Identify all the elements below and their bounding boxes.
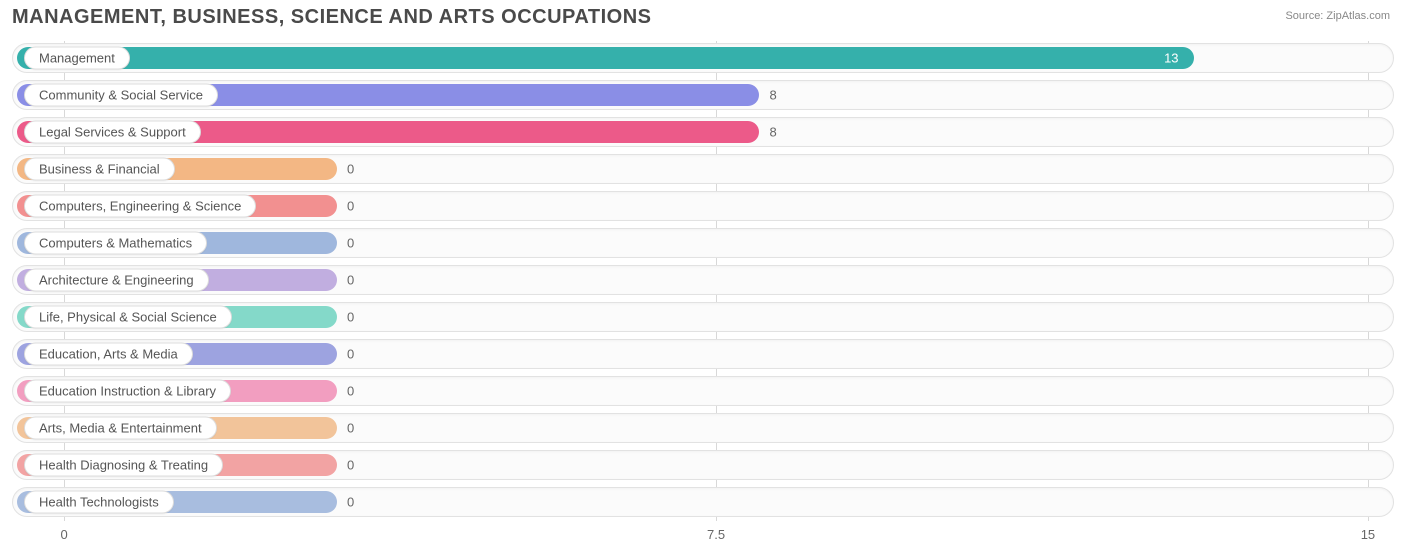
bar-row: Life, Physical & Social Science 0: [12, 300, 1394, 334]
bar-row: Legal Services & Support 8: [12, 115, 1394, 149]
category-label: Management: [24, 47, 130, 70]
category-label: Legal Services & Support: [24, 121, 201, 144]
value-label: 0: [347, 310, 354, 325]
value-label: 0: [347, 162, 354, 177]
x-tick-label: 15: [1361, 527, 1375, 542]
bar-row: Education, Arts & Media 0: [12, 337, 1394, 371]
category-label: Architecture & Engineering: [24, 269, 209, 292]
bar-row: Education Instruction & Library 0: [12, 374, 1394, 408]
bar-row: Management 13: [12, 41, 1394, 75]
value-label: 0: [347, 384, 354, 399]
category-label: Health Diagnosing & Treating: [24, 454, 223, 477]
source-label: Source: ZipAtlas.com: [1285, 10, 1390, 22]
bars-layer: Management13Community & Social Service8L…: [12, 41, 1394, 519]
category-label: Education Instruction & Library: [24, 380, 231, 403]
bar-row: Health Diagnosing & Treating 0: [12, 448, 1394, 482]
value-label: 0: [347, 347, 354, 362]
bar-row: Community & Social Service 8: [12, 78, 1394, 112]
category-label: Life, Physical & Social Science: [24, 306, 232, 329]
value-label: 8: [769, 125, 776, 140]
chart-header: MANAGEMENT, BUSINESS, SCIENCE AND ARTS O…: [0, 0, 1406, 33]
chart-title: MANAGEMENT, BUSINESS, SCIENCE AND ARTS O…: [12, 6, 651, 29]
x-tick-label: 7.5: [707, 527, 725, 542]
category-label: Education, Arts & Media: [24, 343, 193, 366]
chart-plot-area: Management13Community & Social Service8L…: [12, 41, 1394, 521]
value-label: 0: [347, 421, 354, 436]
bar-row: Arts, Media & Entertainment 0: [12, 411, 1394, 445]
category-label: Arts, Media & Entertainment: [24, 417, 217, 440]
bar-fill: [17, 47, 1194, 69]
value-label: 0: [347, 495, 354, 510]
category-label: Health Technologists: [24, 491, 174, 514]
category-label: Computers & Mathematics: [24, 232, 207, 255]
value-label: 8: [769, 88, 776, 103]
bar-row: Health Technologists 0: [12, 485, 1394, 519]
bar-row: Business & Financial 0: [12, 152, 1394, 186]
value-label: 13: [1164, 51, 1178, 66]
x-tick-label: 0: [61, 527, 68, 542]
category-label: Community & Social Service: [24, 84, 218, 107]
bar-row: Computers, Engineering & Science 0: [12, 189, 1394, 223]
category-label: Business & Financial: [24, 158, 175, 181]
value-label: 0: [347, 273, 354, 288]
value-label: 0: [347, 236, 354, 251]
bar-row: Architecture & Engineering 0: [12, 263, 1394, 297]
value-label: 0: [347, 199, 354, 214]
category-label: Computers, Engineering & Science: [24, 195, 256, 218]
bar-row: Computers & Mathematics 0: [12, 226, 1394, 260]
value-label: 0: [347, 458, 354, 473]
x-axis: 0 7.5 15: [12, 525, 1394, 549]
